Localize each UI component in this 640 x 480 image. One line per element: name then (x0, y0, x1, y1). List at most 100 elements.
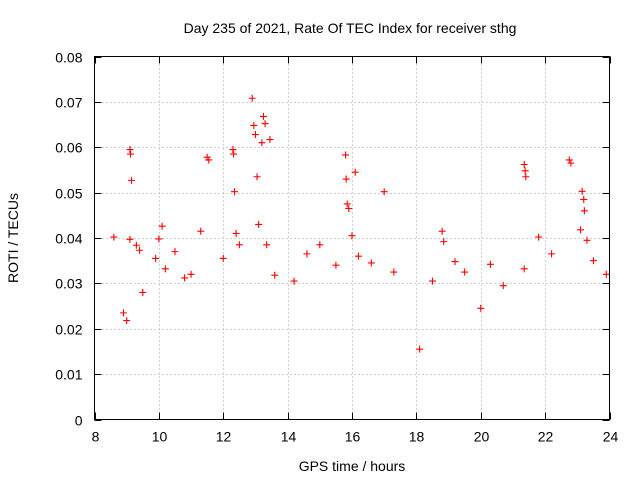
data-point (119, 309, 127, 317)
data-point (152, 254, 160, 262)
data-point (602, 270, 610, 278)
y-tick-label: 0.04 (55, 231, 82, 247)
data-point (589, 257, 597, 265)
data-point (521, 167, 529, 175)
data-point (438, 227, 446, 235)
y-tick-label: 0.03 (55, 276, 82, 292)
data-point (535, 233, 543, 241)
plot-frame (94, 56, 610, 420)
data-point (171, 248, 179, 256)
data-point (197, 227, 205, 235)
data-point (126, 235, 134, 243)
data-point (123, 317, 131, 325)
x-tick-label: 24 (603, 429, 619, 445)
data-point (132, 241, 140, 249)
data-point (261, 120, 269, 128)
grid-lines (94, 56, 610, 420)
data-point (451, 258, 459, 266)
data-point (155, 235, 163, 243)
data-point (332, 261, 340, 269)
data-point (567, 159, 575, 167)
x-tick-label: 12 (216, 429, 232, 445)
data-point (258, 139, 266, 147)
data-point (477, 304, 485, 312)
data-point (565, 156, 573, 164)
x-tick-label: 22 (538, 429, 554, 445)
data-point (251, 131, 259, 139)
data-point (126, 146, 134, 154)
x-tick-labels: 8 10 12 14 16 18 20 22 24 (92, 429, 619, 445)
y-tick-label: 0.05 (55, 186, 82, 202)
data-point (354, 252, 362, 260)
x-tick-label: 18 (409, 429, 425, 445)
data-point (440, 238, 448, 246)
data-point (230, 150, 238, 158)
data-point (139, 288, 147, 296)
x-axis-label: GPS time / hours (299, 458, 406, 474)
data-point (548, 250, 556, 258)
data-point (416, 345, 424, 353)
chart-title: Day 235 of 2021, Rate Of TEC Index for r… (184, 20, 517, 36)
y-tick-label: 0.01 (55, 367, 82, 383)
data-point (520, 265, 528, 273)
data-points (110, 94, 610, 353)
data-point (290, 277, 298, 285)
x-tick-label: 14 (281, 429, 297, 445)
data-point (522, 173, 530, 181)
data-point (316, 241, 324, 249)
y-tick-label: 0 (75, 413, 83, 429)
data-point (266, 136, 274, 144)
data-point (380, 188, 388, 196)
data-point (345, 205, 353, 213)
y-tick-label: 0.02 (55, 322, 82, 338)
data-point (253, 173, 261, 181)
data-point (248, 94, 256, 102)
x-tick-label: 10 (152, 429, 168, 445)
data-point (229, 146, 237, 154)
data-point (136, 246, 144, 254)
data-point (205, 156, 213, 164)
data-point (578, 187, 586, 195)
y-tick-label: 0.08 (55, 50, 82, 66)
y-tick-label: 0.06 (55, 140, 82, 156)
x-tick-label: 8 (92, 429, 100, 445)
y-tick-labels: 0 0.01 0.02 0.03 0.04 0.05 0.06 0.07 0.08 (55, 50, 82, 429)
data-point (486, 260, 494, 268)
data-point (461, 268, 469, 276)
data-point (235, 241, 243, 249)
data-point (351, 168, 359, 176)
data-point (343, 200, 351, 208)
data-point (303, 250, 311, 258)
data-point (520, 160, 528, 168)
data-point (348, 232, 356, 240)
axis-ticks (94, 56, 611, 421)
data-point (577, 226, 585, 234)
data-point (219, 254, 227, 262)
data-point (428, 277, 436, 285)
data-point (250, 121, 258, 129)
data-point (583, 236, 591, 244)
x-tick-label: 20 (474, 429, 490, 445)
data-point (342, 175, 350, 183)
data-point (499, 282, 507, 290)
data-point (128, 176, 136, 184)
y-tick-label: 0.07 (55, 95, 82, 111)
data-point (263, 241, 271, 249)
data-point (580, 207, 588, 215)
data-point (187, 270, 195, 278)
data-point (342, 151, 350, 159)
data-point (161, 265, 169, 273)
data-point (110, 233, 118, 241)
x-tick-label: 16 (345, 429, 361, 445)
data-point (390, 268, 398, 276)
data-point (181, 274, 189, 282)
data-point (255, 220, 263, 228)
data-point (158, 222, 166, 230)
data-point (367, 259, 375, 267)
data-point (271, 271, 279, 279)
data-point (231, 188, 239, 196)
y-axis-label: ROTI / TECUs (5, 193, 21, 283)
data-point (127, 150, 135, 158)
data-point (259, 112, 267, 120)
